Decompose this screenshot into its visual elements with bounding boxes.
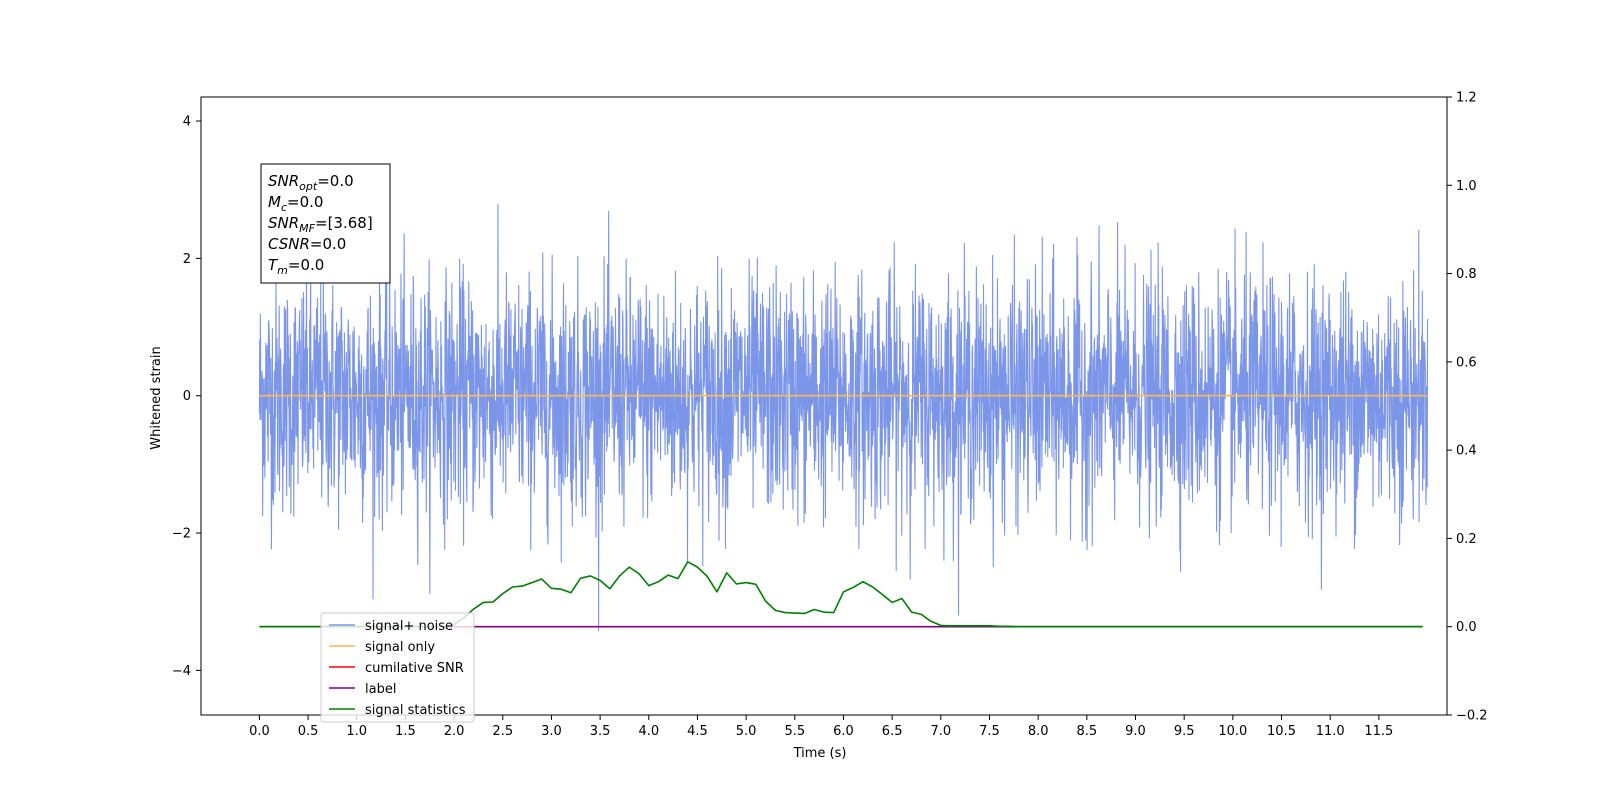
- y2-tick-label: 0.0: [1456, 620, 1477, 635]
- annotation-line: Tm=0.0: [268, 256, 324, 277]
- x-tick-label: 10.5: [1267, 724, 1296, 739]
- legend-frame: [320, 612, 475, 723]
- y2-tick-label: 0.6: [1456, 355, 1477, 370]
- y-tick-label: 2: [183, 252, 191, 267]
- x-tick-label: 9.0: [1125, 724, 1146, 739]
- x-tick-label: 5.0: [736, 724, 757, 739]
- x-tick-label: 1.5: [395, 724, 416, 739]
- x-tick-label: 2.0: [444, 724, 465, 739]
- y-tick-label: 0: [183, 389, 191, 404]
- y2-tick-label: 0.4: [1456, 444, 1477, 459]
- y2-axis-ticks: −0.2 0.0 0.2 0.4 0.6 0.8 1.0 1.2: [1447, 91, 1488, 724]
- y2-tick-label: −0.2: [1456, 709, 1488, 724]
- x-tick-label: 4.5: [687, 724, 708, 739]
- x-tick-label: 11.5: [1364, 724, 1393, 739]
- x-tick-label: 6.5: [882, 724, 903, 739]
- y-axis-label: Whitened strain: [149, 346, 164, 449]
- x-tick-label: 6.0: [833, 724, 854, 739]
- annotation-line: Mc=0.0: [268, 193, 323, 214]
- x-tick-label: 4.0: [638, 724, 659, 739]
- x-tick-label: 7.0: [930, 724, 951, 739]
- x-tick-label: 0.0: [249, 724, 270, 739]
- y-tick-label: 4: [183, 115, 191, 130]
- x-tick-label: 0.5: [298, 724, 319, 739]
- x-tick-label: 8.5: [1076, 724, 1097, 739]
- axes-border: [200, 96, 1448, 716]
- y-tick-label: −2: [172, 527, 191, 542]
- x-tick-label: 9.5: [1174, 724, 1195, 739]
- y2-tick-label: 1.0: [1456, 179, 1477, 194]
- annotation-line: SNRopt=0.0: [268, 172, 354, 193]
- legend-entry-label: signal statistics: [365, 703, 466, 718]
- legend-entry-label: cumilative SNR: [365, 661, 464, 676]
- legend-entry-label: label: [365, 682, 396, 697]
- x-tick-label: 3.0: [541, 724, 562, 739]
- legend-entry-label: signal+ noise: [365, 619, 453, 634]
- y2-tick-label: 1.2: [1456, 91, 1477, 106]
- x-tick-label: 3.5: [590, 724, 611, 739]
- x-tick-label: 7.5: [979, 724, 1000, 739]
- annotation-line: CSNR=0.0: [268, 235, 346, 253]
- series-line-signal-noise: [258, 203, 1429, 631]
- x-tick-label: 10.0: [1218, 724, 1247, 739]
- x-tick-label: 5.5: [784, 724, 805, 739]
- legend-entry-label: signal only: [365, 640, 435, 655]
- x-tick-label: 8.0: [1028, 724, 1049, 739]
- y2-tick-label: 0.8: [1456, 267, 1477, 282]
- x-axis-ticks: 0.0 0.5 1.0 1.5 2.0 2.5 3.0 3.5 4.0 4.5 5.0 5.5 6.0 6…: [249, 715, 1393, 739]
- x-tick-label: 1.0: [346, 724, 367, 739]
- x-axis-label: Time (s): [793, 746, 847, 761]
- annotation-frame: [260, 163, 391, 284]
- y-axis-ticks: −4 −2 0 2 4: [172, 115, 201, 679]
- annotation-line: SNRMF=[3.68]: [268, 214, 373, 235]
- y-tick-label: −4: [172, 664, 191, 679]
- x-tick-label: 2.5: [492, 724, 513, 739]
- y2-tick-label: 0.2: [1456, 532, 1477, 547]
- legend: signal+ noise signal only cumilative SNR la…: [320, 612, 475, 723]
- axes-frame: [200, 96, 1448, 716]
- x-tick-label: 11.0: [1316, 724, 1345, 739]
